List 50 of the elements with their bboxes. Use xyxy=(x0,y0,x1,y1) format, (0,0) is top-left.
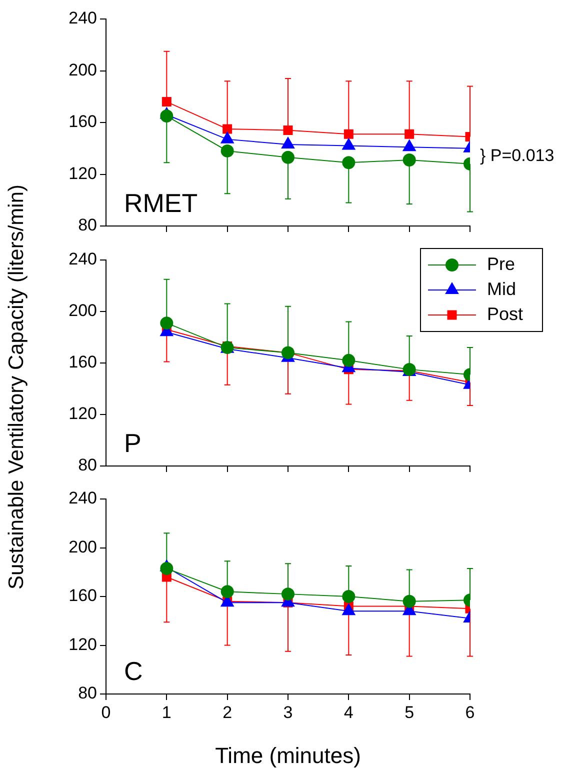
annotation: RMET xyxy=(124,188,198,218)
legend-label: Pre xyxy=(487,254,516,274)
point xyxy=(342,590,356,603)
y-tick-label: 240 xyxy=(68,250,97,269)
point xyxy=(160,316,174,330)
x-tick-label: 4 xyxy=(344,702,354,722)
point xyxy=(282,588,294,601)
y-tick-label: 160 xyxy=(68,112,97,132)
y-tick-label: 80 xyxy=(78,456,97,475)
point xyxy=(342,156,356,170)
legend-label: Mid xyxy=(487,278,516,299)
annotation: P xyxy=(124,428,142,458)
annotation: C xyxy=(124,656,143,686)
x-tick-label: 0 xyxy=(101,702,111,722)
point xyxy=(282,150,294,164)
y-tick-label: 120 xyxy=(68,164,97,183)
y-tick-label: 160 xyxy=(68,352,97,372)
point xyxy=(344,129,354,139)
point xyxy=(160,562,174,575)
y-tick-label: 200 xyxy=(68,537,97,556)
x-axis-title: Time (minutes) xyxy=(215,742,361,768)
point xyxy=(160,110,174,123)
y-tick-label: 80 xyxy=(78,216,97,235)
y-tick-label: 120 xyxy=(68,404,97,424)
point xyxy=(402,154,416,167)
y-tick-label: 200 xyxy=(68,60,97,80)
point xyxy=(342,354,356,367)
y-tick-label: 160 xyxy=(68,586,97,606)
point xyxy=(404,129,414,139)
point xyxy=(162,97,172,107)
point xyxy=(283,126,293,136)
point xyxy=(220,585,234,598)
y-tick-label: 200 xyxy=(68,301,97,320)
y-tick-label: 240 xyxy=(68,488,97,508)
y-tick-label: 120 xyxy=(68,634,97,654)
y-tick-label: 80 xyxy=(78,684,97,703)
point xyxy=(342,604,356,616)
point xyxy=(402,594,416,608)
point xyxy=(402,140,416,152)
y-axis-title: Sustainable Ventilatory Capacity (liters/min) xyxy=(5,184,29,590)
y-tick-label: 240 xyxy=(68,8,97,28)
annotation: } P=0.013 xyxy=(480,146,554,165)
point xyxy=(222,124,232,134)
x-tick-label: 1 xyxy=(162,702,172,722)
x-tick-label: 5 xyxy=(404,702,414,722)
x-tick-label: 2 xyxy=(222,702,232,722)
x-tick-label: 6 xyxy=(465,702,475,722)
point xyxy=(220,144,234,158)
legend-label: Post xyxy=(487,304,524,324)
x-tick-label: 3 xyxy=(283,702,293,722)
